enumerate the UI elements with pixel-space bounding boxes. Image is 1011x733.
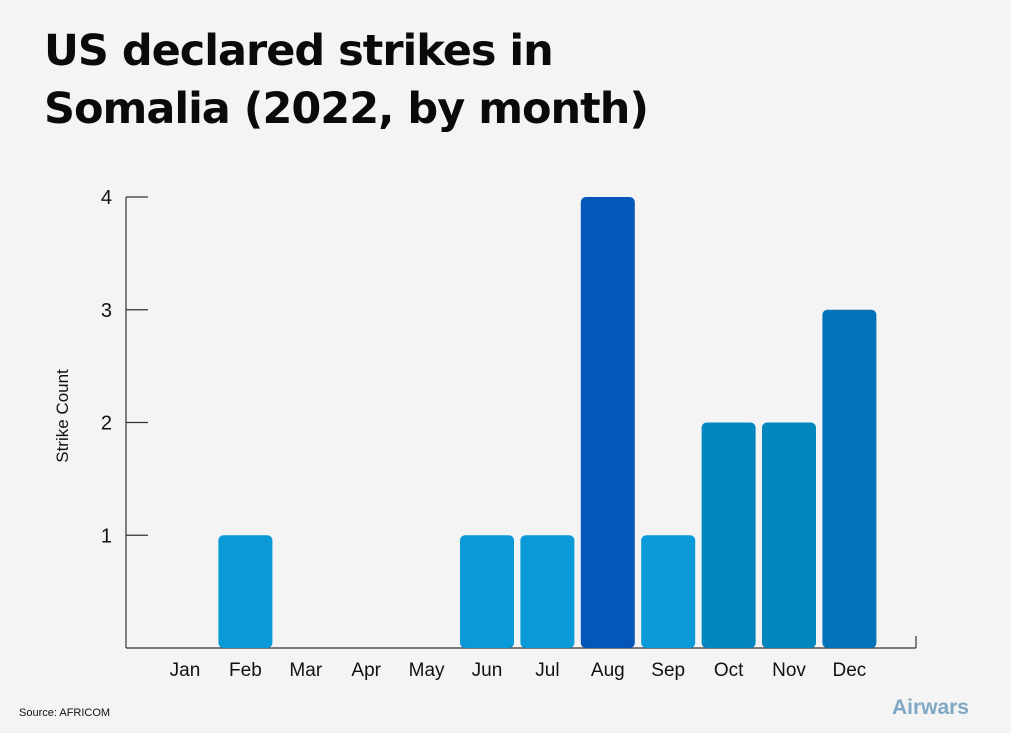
x-tick-label: Aug — [591, 660, 625, 681]
bars — [218, 197, 877, 648]
chart-title-line-2: Somalia (2022, by month) — [44, 84, 649, 134]
y-axis: 1 2 3 4 — [101, 187, 148, 648]
x-tick-label: Jun — [472, 660, 503, 681]
bar-sep — [641, 535, 696, 648]
x-tick-label: Feb — [229, 660, 262, 681]
bar-nov — [762, 422, 816, 648]
x-tick-label: Dec — [833, 660, 867, 681]
x-tick-label: Jan — [170, 660, 201, 681]
x-tick-label: Mar — [289, 660, 322, 681]
y-tick-label: 2 — [101, 413, 112, 435]
source-note: Source: AFRICOM — [19, 707, 111, 719]
chart-title-line-1: US declared strikes in — [44, 26, 554, 76]
bar-feb — [218, 535, 273, 648]
bar-aug — [580, 197, 635, 648]
brand-logo: Airwars — [891, 696, 969, 719]
x-tick-label: Apr — [351, 660, 381, 681]
y-tick-label: 4 — [101, 187, 112, 209]
y-tick-label: 1 — [101, 525, 112, 547]
y-axis-label: Strike Count — [53, 369, 72, 463]
bar-jun — [460, 535, 514, 648]
bar-oct — [701, 422, 756, 648]
y-tick-label: 3 — [101, 300, 112, 322]
x-tick-label: May — [409, 660, 445, 681]
x-tick-label: Oct — [714, 660, 744, 681]
chart-title: US declared strikes in Somalia (2022, by… — [44, 22, 944, 138]
bar-jul — [520, 535, 575, 648]
x-tick-label: Nov — [772, 660, 806, 681]
bar-dec — [822, 309, 877, 648]
x-tick-label: Sep — [651, 660, 685, 681]
x-tick-label: Jul — [535, 660, 559, 681]
